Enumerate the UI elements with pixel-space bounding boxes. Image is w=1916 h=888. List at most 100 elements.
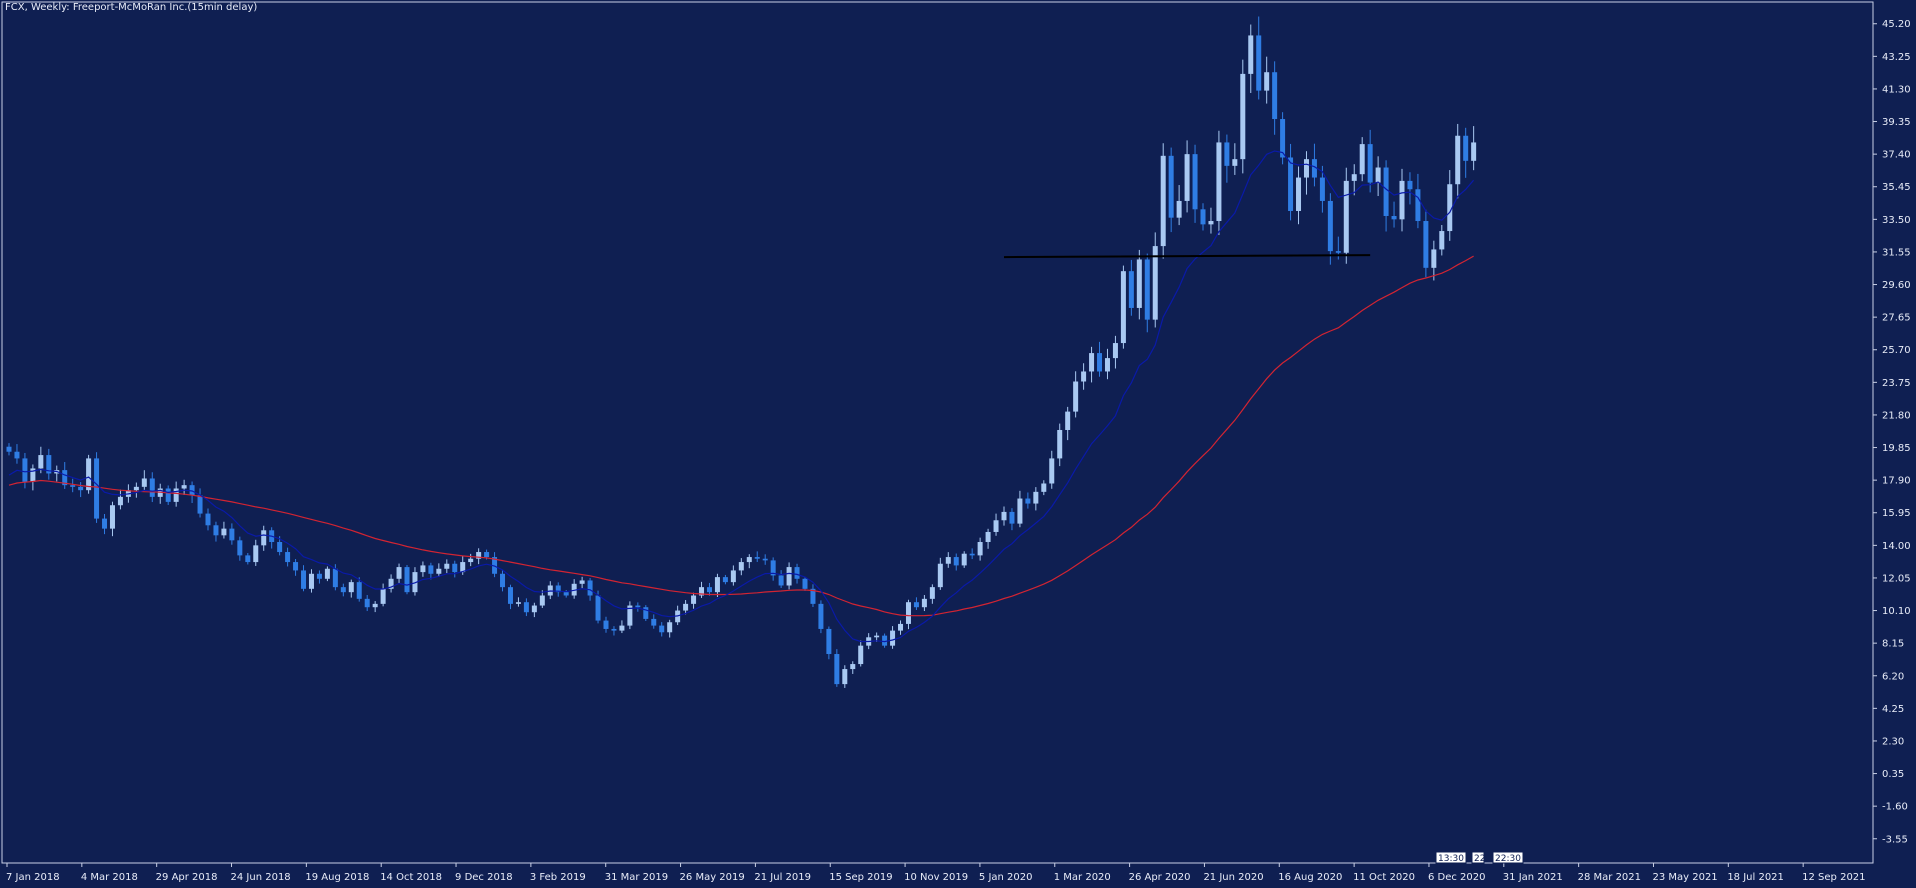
y-tick-label: 43.25 [1882, 52, 1911, 63]
support-trendline [1003, 254, 1371, 259]
y-tick-label: 33.50 [1882, 215, 1911, 226]
candle-body [1104, 358, 1110, 372]
y-tick-label: 23.75 [1882, 378, 1911, 389]
x-tick-label: 3 Feb 2019 [530, 872, 586, 883]
candle-body [1423, 221, 1429, 268]
candle-body [492, 557, 498, 574]
candle-body [1455, 135, 1461, 185]
candle-body [94, 458, 100, 519]
candle-body [770, 560, 776, 576]
candle-body [1232, 159, 1238, 166]
x-tick-label: 11 Oct 2020 [1353, 872, 1415, 883]
x-tick-label: 14 Oct 2018 [380, 872, 442, 883]
candle-body [1057, 429, 1063, 459]
candle-body [380, 588, 386, 604]
candle-body [476, 552, 482, 559]
candle-body [730, 570, 736, 583]
candle-body [324, 568, 330, 579]
candle-body [14, 451, 20, 459]
candle-body [86, 458, 92, 491]
candle-body [523, 602, 529, 613]
candle-body [1097, 353, 1103, 372]
candle-body [1256, 35, 1262, 91]
candle-body [428, 565, 434, 574]
candle-body [1120, 271, 1126, 344]
candle-body [985, 531, 991, 543]
candle-body [1319, 177, 1325, 201]
candle-body [1073, 381, 1079, 412]
time-marker-box [1435, 851, 1467, 864]
x-tick-label: 29 Apr 2018 [156, 872, 218, 883]
candle-body [444, 563, 450, 569]
y-tick-label: 10.10 [1882, 606, 1911, 617]
x-tick-label: 21 Jun 2020 [1203, 872, 1263, 883]
y-tick-label: 6.20 [1882, 671, 1904, 682]
candle-body [627, 605, 633, 626]
y-tick-label: 31.55 [1882, 247, 1911, 258]
candle-body [1335, 251, 1341, 253]
candle-body [62, 470, 68, 486]
candle-body [579, 580, 585, 584]
y-tick-label: 8.15 [1882, 639, 1904, 650]
y-tick-label: 4.25 [1882, 704, 1904, 715]
candle-body [1160, 155, 1166, 247]
plot-frame [1, 1, 1874, 864]
candle-body [1303, 159, 1309, 178]
candle-body [1009, 511, 1015, 524]
x-tick-label: 4 Mar 2018 [81, 872, 138, 883]
candle-body [1200, 209, 1206, 225]
candle-body [1399, 180, 1405, 220]
candle-body [277, 542, 283, 553]
x-tick-label: 28 Mar 2021 [1578, 872, 1641, 883]
y-tick-label: 37.40 [1882, 150, 1911, 161]
x-tick-label: 12 Sep 2021 [1802, 872, 1865, 883]
candle-body [1152, 246, 1158, 320]
x-tick-label: 18 Jul 2021 [1727, 872, 1784, 883]
candle-body [1351, 174, 1357, 181]
candle-body [356, 582, 362, 599]
candle-body [714, 577, 720, 593]
x-tick-label: 31 Jan 2021 [1503, 872, 1563, 883]
candle-body [396, 567, 402, 579]
y-tick-label: 12.05 [1882, 573, 1911, 584]
candle-body [1001, 511, 1007, 521]
time-marker-label: 22:30 [1495, 854, 1521, 864]
candle-body [563, 592, 569, 596]
candle-body [691, 595, 697, 604]
fast-moving-average-line [8, 150, 1475, 643]
time-marker-box [1471, 851, 1485, 864]
candle-body [531, 605, 537, 613]
candle-body [818, 603, 824, 629]
candle-body [858, 645, 864, 665]
y-tick-label: 15.95 [1882, 508, 1911, 519]
candle-body [301, 570, 307, 589]
candle-body [6, 446, 12, 452]
candle-body [78, 486, 84, 491]
x-tick-label: 5 Jan 2020 [979, 872, 1033, 883]
candle-body [1288, 157, 1294, 211]
candle-body [165, 488, 171, 502]
time-marker-label: 13:30 [1438, 854, 1464, 864]
y-tick-label: 35.45 [1882, 182, 1911, 193]
candle-body [619, 625, 625, 631]
candle-body [22, 458, 28, 482]
candle-body [603, 620, 609, 629]
candle-body [929, 587, 935, 599]
candle-body [953, 557, 959, 566]
candle-body [285, 552, 291, 563]
x-tick-label: 23 May 2021 [1652, 872, 1717, 883]
candle-body [308, 573, 314, 589]
x-tick-label: 6 Dec 2020 [1428, 872, 1486, 883]
candle-body [961, 553, 967, 566]
candle-body [364, 598, 370, 608]
candle-body [1471, 142, 1477, 161]
candle-body [1033, 491, 1039, 504]
candle-body [706, 587, 712, 593]
candle-body [1407, 180, 1413, 190]
y-tick-label: 14.00 [1882, 541, 1911, 552]
y-tick-label: -3.55 [1882, 834, 1908, 845]
candle-body [977, 542, 983, 556]
x-tick-label: 26 May 2019 [680, 872, 745, 883]
candle-body [38, 455, 44, 469]
candle-body [1447, 184, 1453, 232]
